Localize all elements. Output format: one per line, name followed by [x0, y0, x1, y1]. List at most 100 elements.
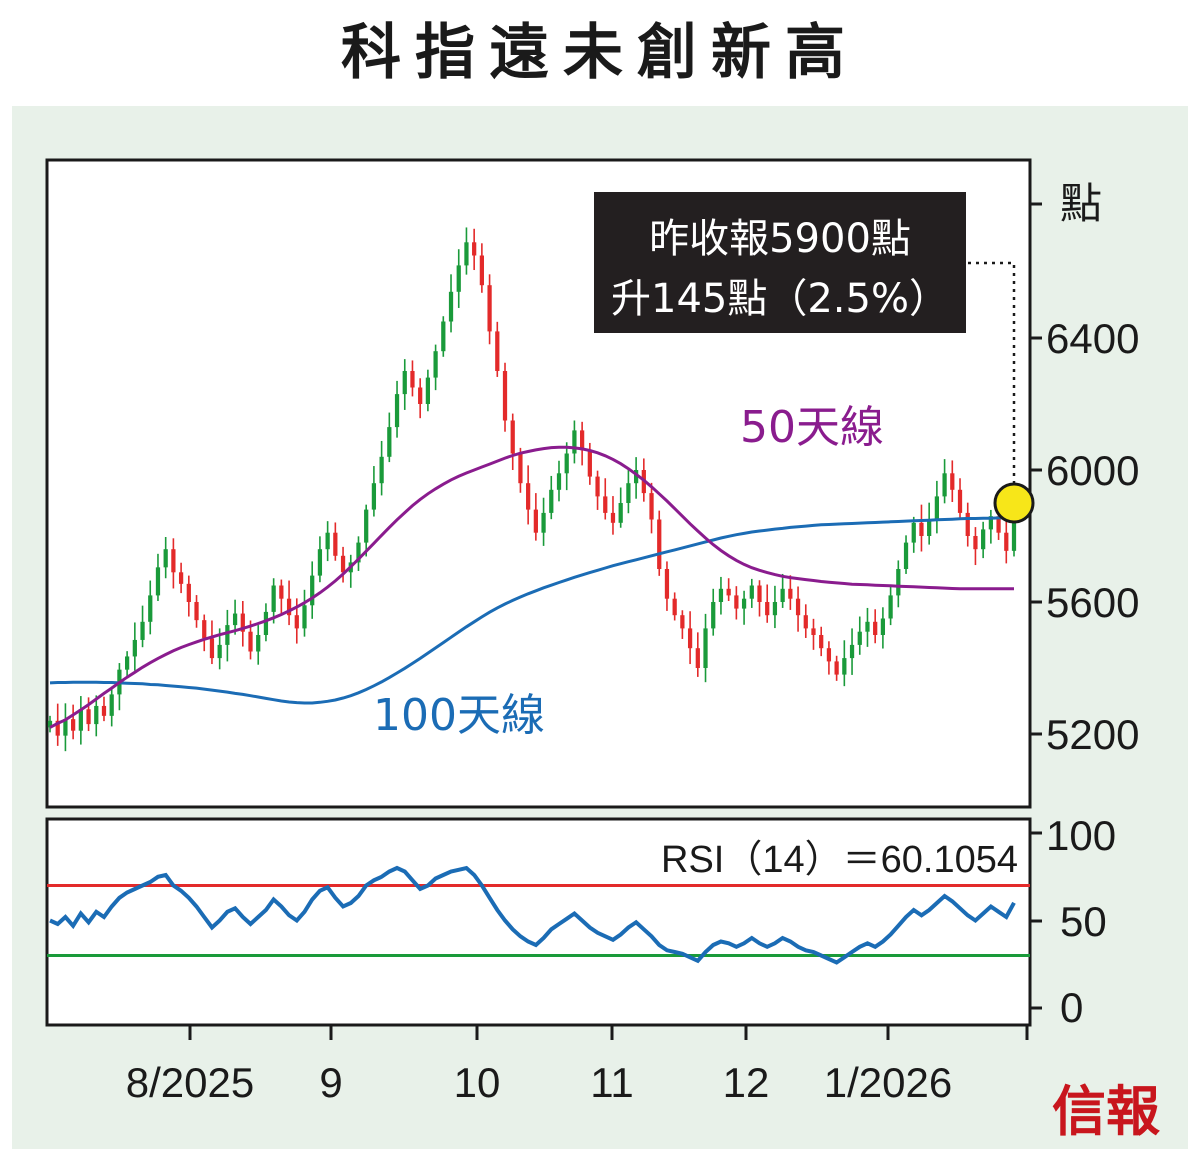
- candle-body: [927, 519, 932, 536]
- annotation-leader-line: [968, 261, 1016, 483]
- candle-body: [171, 549, 176, 573]
- candle-body: [387, 427, 392, 457]
- candle-body: [310, 575, 315, 606]
- candle-body: [379, 456, 384, 484]
- x-axis: 8/2025 9 10 11 12 1/2026: [126, 1025, 1029, 1106]
- candle-body: [772, 602, 778, 616]
- candle-body: [788, 588, 793, 599]
- candle-body: [857, 631, 862, 645]
- candle-body: [896, 569, 901, 596]
- candle-body: [703, 628, 708, 668]
- candle-body: [202, 620, 207, 639]
- candle-body: [718, 588, 724, 602]
- candle-body: [479, 255, 484, 286]
- rsi-tick-100: 100: [1046, 812, 1116, 859]
- candle-body: [487, 285, 492, 332]
- y-tick-5600: 5600: [1046, 579, 1139, 626]
- x-tick-label-4: 11: [590, 1059, 634, 1106]
- candle-body: [333, 532, 338, 556]
- annotation-box: [594, 192, 966, 333]
- candle-body: [86, 709, 91, 725]
- candle-body: [472, 242, 477, 256]
- candle-body: [94, 705, 99, 725]
- candle-body: [364, 509, 369, 543]
- ma50-label: 50天線: [740, 402, 884, 453]
- candle-body: [919, 522, 924, 536]
- candle-body: [803, 615, 808, 629]
- candle-body: [71, 719, 76, 731]
- candle-body: [502, 371, 508, 421]
- candle-body: [163, 549, 168, 568]
- candle-body: [549, 489, 554, 513]
- candle-body: [865, 621, 870, 632]
- candle-body: [657, 519, 662, 569]
- candle-body: [595, 476, 600, 497]
- candle-body: [580, 430, 585, 451]
- candle-body: [741, 598, 747, 609]
- candle-body: [564, 453, 569, 474]
- candle-body: [888, 595, 893, 619]
- candle-body: [178, 572, 184, 584]
- candle-body: [510, 420, 515, 454]
- y-tick-6000: 6000: [1046, 447, 1139, 494]
- candle-body: [140, 621, 145, 640]
- candle-body: [849, 644, 855, 659]
- candle-body: [556, 473, 562, 490]
- candle-body: [232, 613, 238, 626]
- candle-body: [155, 567, 161, 596]
- x-tick-label-3: 10: [454, 1059, 501, 1106]
- rsi-label: RSI（14）＝60.1054: [661, 839, 1018, 881]
- brand-logo: 信報: [1052, 1079, 1160, 1143]
- candle-body: [410, 371, 415, 388]
- candle-body: [47, 720, 53, 728]
- candle-body: [988, 516, 993, 530]
- candle-body: [834, 661, 839, 675]
- candle-body: [1004, 532, 1009, 551]
- candle-body: [240, 613, 245, 632]
- x-tick-label-1: 8/2025: [126, 1059, 254, 1106]
- candle-body: [78, 709, 83, 731]
- candle-body: [726, 588, 731, 596]
- candle-body: [880, 618, 886, 635]
- candle-body: [749, 585, 754, 599]
- candle-body: [957, 489, 963, 513]
- y-tick-5200: 5200: [1046, 711, 1139, 758]
- candle-body: [394, 394, 400, 428]
- candle-body: [340, 555, 346, 573]
- candle-body: [533, 509, 538, 533]
- candle-body: [132, 639, 137, 657]
- candle-body: [186, 583, 191, 602]
- candle-body: [441, 321, 446, 352]
- candle-body: [981, 529, 986, 550]
- candle-body: [541, 512, 546, 533]
- candle-body: [942, 473, 947, 497]
- candle-body: [649, 493, 654, 520]
- candle-body: [371, 483, 377, 510]
- candle-body: [1011, 503, 1017, 551]
- candle-body: [433, 351, 438, 378]
- candle-body: [965, 512, 970, 536]
- candle-body: [672, 598, 677, 616]
- candle-body: [302, 605, 307, 629]
- candle-body: [425, 377, 431, 404]
- candle-body: [587, 450, 592, 477]
- rsi-tick-50: 50: [1060, 898, 1107, 945]
- annotation-line-2: 升145點（2.5%）: [611, 276, 949, 322]
- candle-body: [101, 705, 107, 716]
- close-marker: [993, 482, 1035, 524]
- rsi-panel: [45, 817, 1032, 1027]
- candle-body: [695, 648, 700, 668]
- candle-body: [63, 719, 68, 736]
- candle-body: [687, 628, 693, 649]
- candle-body: [194, 602, 199, 621]
- y-tick-6400: 6400: [1046, 315, 1139, 362]
- candlestick-series: [47, 227, 1017, 752]
- candle-body: [973, 536, 978, 550]
- page-title: 科指遠未創新高: [341, 18, 859, 88]
- candle-body: [780, 588, 785, 602]
- candle-body: [109, 694, 114, 716]
- candle-body: [294, 615, 299, 629]
- candle-body: [148, 595, 153, 622]
- candle-body: [680, 615, 685, 629]
- candle-body: [448, 291, 454, 322]
